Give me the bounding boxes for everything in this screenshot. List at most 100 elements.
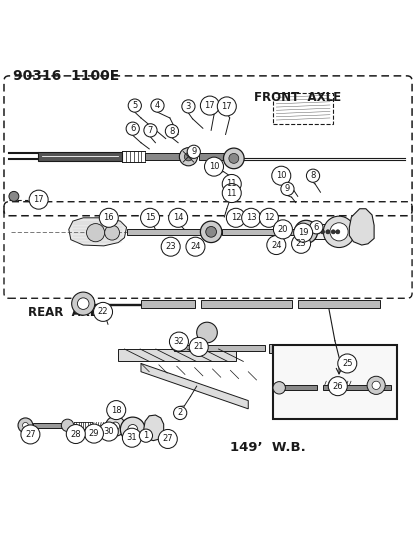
Text: 17: 17 (204, 101, 215, 110)
Circle shape (266, 236, 285, 255)
Circle shape (309, 221, 322, 234)
Circle shape (161, 237, 180, 256)
Circle shape (111, 422, 119, 430)
Text: 9: 9 (284, 184, 290, 193)
FancyBboxPatch shape (198, 154, 231, 160)
Circle shape (165, 125, 178, 138)
Text: 24: 24 (271, 240, 281, 249)
Polygon shape (173, 345, 264, 351)
Text: 90316  1100E: 90316 1100E (13, 69, 119, 83)
Circle shape (217, 97, 236, 116)
Circle shape (77, 298, 89, 310)
Text: 9: 9 (191, 147, 196, 156)
Text: 28: 28 (70, 430, 81, 439)
Text: 15: 15 (145, 213, 155, 222)
Text: 30: 30 (103, 427, 114, 436)
Circle shape (29, 190, 48, 209)
Circle shape (120, 417, 145, 442)
Bar (141, 300, 194, 308)
Circle shape (320, 230, 324, 234)
Circle shape (168, 208, 187, 227)
FancyBboxPatch shape (38, 152, 122, 161)
Polygon shape (349, 209, 373, 245)
Circle shape (205, 227, 216, 237)
Text: 20: 20 (277, 225, 287, 234)
Bar (268, 344, 324, 353)
Circle shape (323, 216, 354, 247)
Circle shape (66, 424, 85, 443)
Circle shape (228, 154, 238, 163)
Circle shape (84, 424, 103, 443)
Circle shape (179, 148, 197, 166)
Circle shape (259, 208, 278, 227)
Circle shape (104, 225, 119, 240)
Circle shape (241, 208, 260, 227)
Circle shape (140, 208, 159, 227)
Circle shape (99, 208, 118, 227)
Bar (272, 345, 396, 419)
Circle shape (169, 332, 188, 351)
Circle shape (187, 145, 200, 158)
Circle shape (371, 381, 380, 390)
Circle shape (144, 124, 157, 137)
Circle shape (294, 220, 317, 244)
Bar (277, 385, 316, 390)
Circle shape (185, 237, 204, 256)
Circle shape (293, 223, 312, 242)
Circle shape (223, 148, 244, 169)
Polygon shape (144, 415, 163, 441)
Circle shape (330, 230, 335, 234)
Circle shape (126, 122, 139, 135)
Circle shape (18, 418, 33, 433)
Circle shape (226, 208, 245, 227)
Text: 17: 17 (33, 195, 44, 204)
Bar (200, 300, 291, 308)
Text: 17: 17 (221, 102, 232, 111)
Circle shape (196, 322, 217, 343)
Text: 1: 1 (143, 431, 148, 440)
Bar (322, 385, 390, 390)
Text: 6: 6 (130, 124, 135, 133)
Circle shape (325, 230, 329, 234)
Circle shape (316, 230, 320, 234)
Circle shape (272, 382, 285, 394)
Text: FRONT  AXLE: FRONT AXLE (254, 91, 340, 104)
Circle shape (150, 99, 164, 112)
Circle shape (335, 230, 339, 234)
Text: 23: 23 (295, 239, 306, 248)
Circle shape (105, 416, 125, 436)
Circle shape (93, 302, 112, 321)
Circle shape (86, 223, 104, 242)
Text: 11: 11 (226, 180, 236, 189)
Circle shape (99, 422, 118, 441)
Text: 32: 32 (173, 337, 184, 346)
Text: 27: 27 (162, 434, 173, 443)
Text: 4: 4 (154, 101, 160, 110)
Circle shape (222, 174, 241, 193)
Polygon shape (69, 218, 126, 246)
Text: 29: 29 (88, 429, 99, 438)
Text: 8: 8 (169, 127, 174, 136)
Circle shape (328, 377, 347, 395)
Text: 10: 10 (208, 162, 219, 171)
Circle shape (200, 221, 221, 243)
Text: 12: 12 (230, 213, 240, 222)
Text: 12: 12 (263, 213, 273, 222)
Bar (33, 423, 64, 428)
Circle shape (71, 292, 95, 315)
Text: 31: 31 (126, 433, 137, 442)
FancyBboxPatch shape (221, 229, 304, 235)
Circle shape (222, 183, 241, 203)
Text: 149’  W.B.: 149’ W.B. (229, 441, 305, 454)
Text: 27: 27 (25, 430, 36, 439)
Text: 24: 24 (190, 242, 200, 251)
Text: 22: 22 (97, 308, 108, 317)
Circle shape (181, 100, 195, 113)
Text: 7: 7 (147, 126, 153, 135)
Circle shape (337, 354, 356, 373)
Polygon shape (141, 364, 248, 409)
Circle shape (306, 169, 319, 182)
Text: 18: 18 (111, 406, 121, 415)
Circle shape (61, 419, 74, 432)
FancyBboxPatch shape (126, 229, 209, 235)
